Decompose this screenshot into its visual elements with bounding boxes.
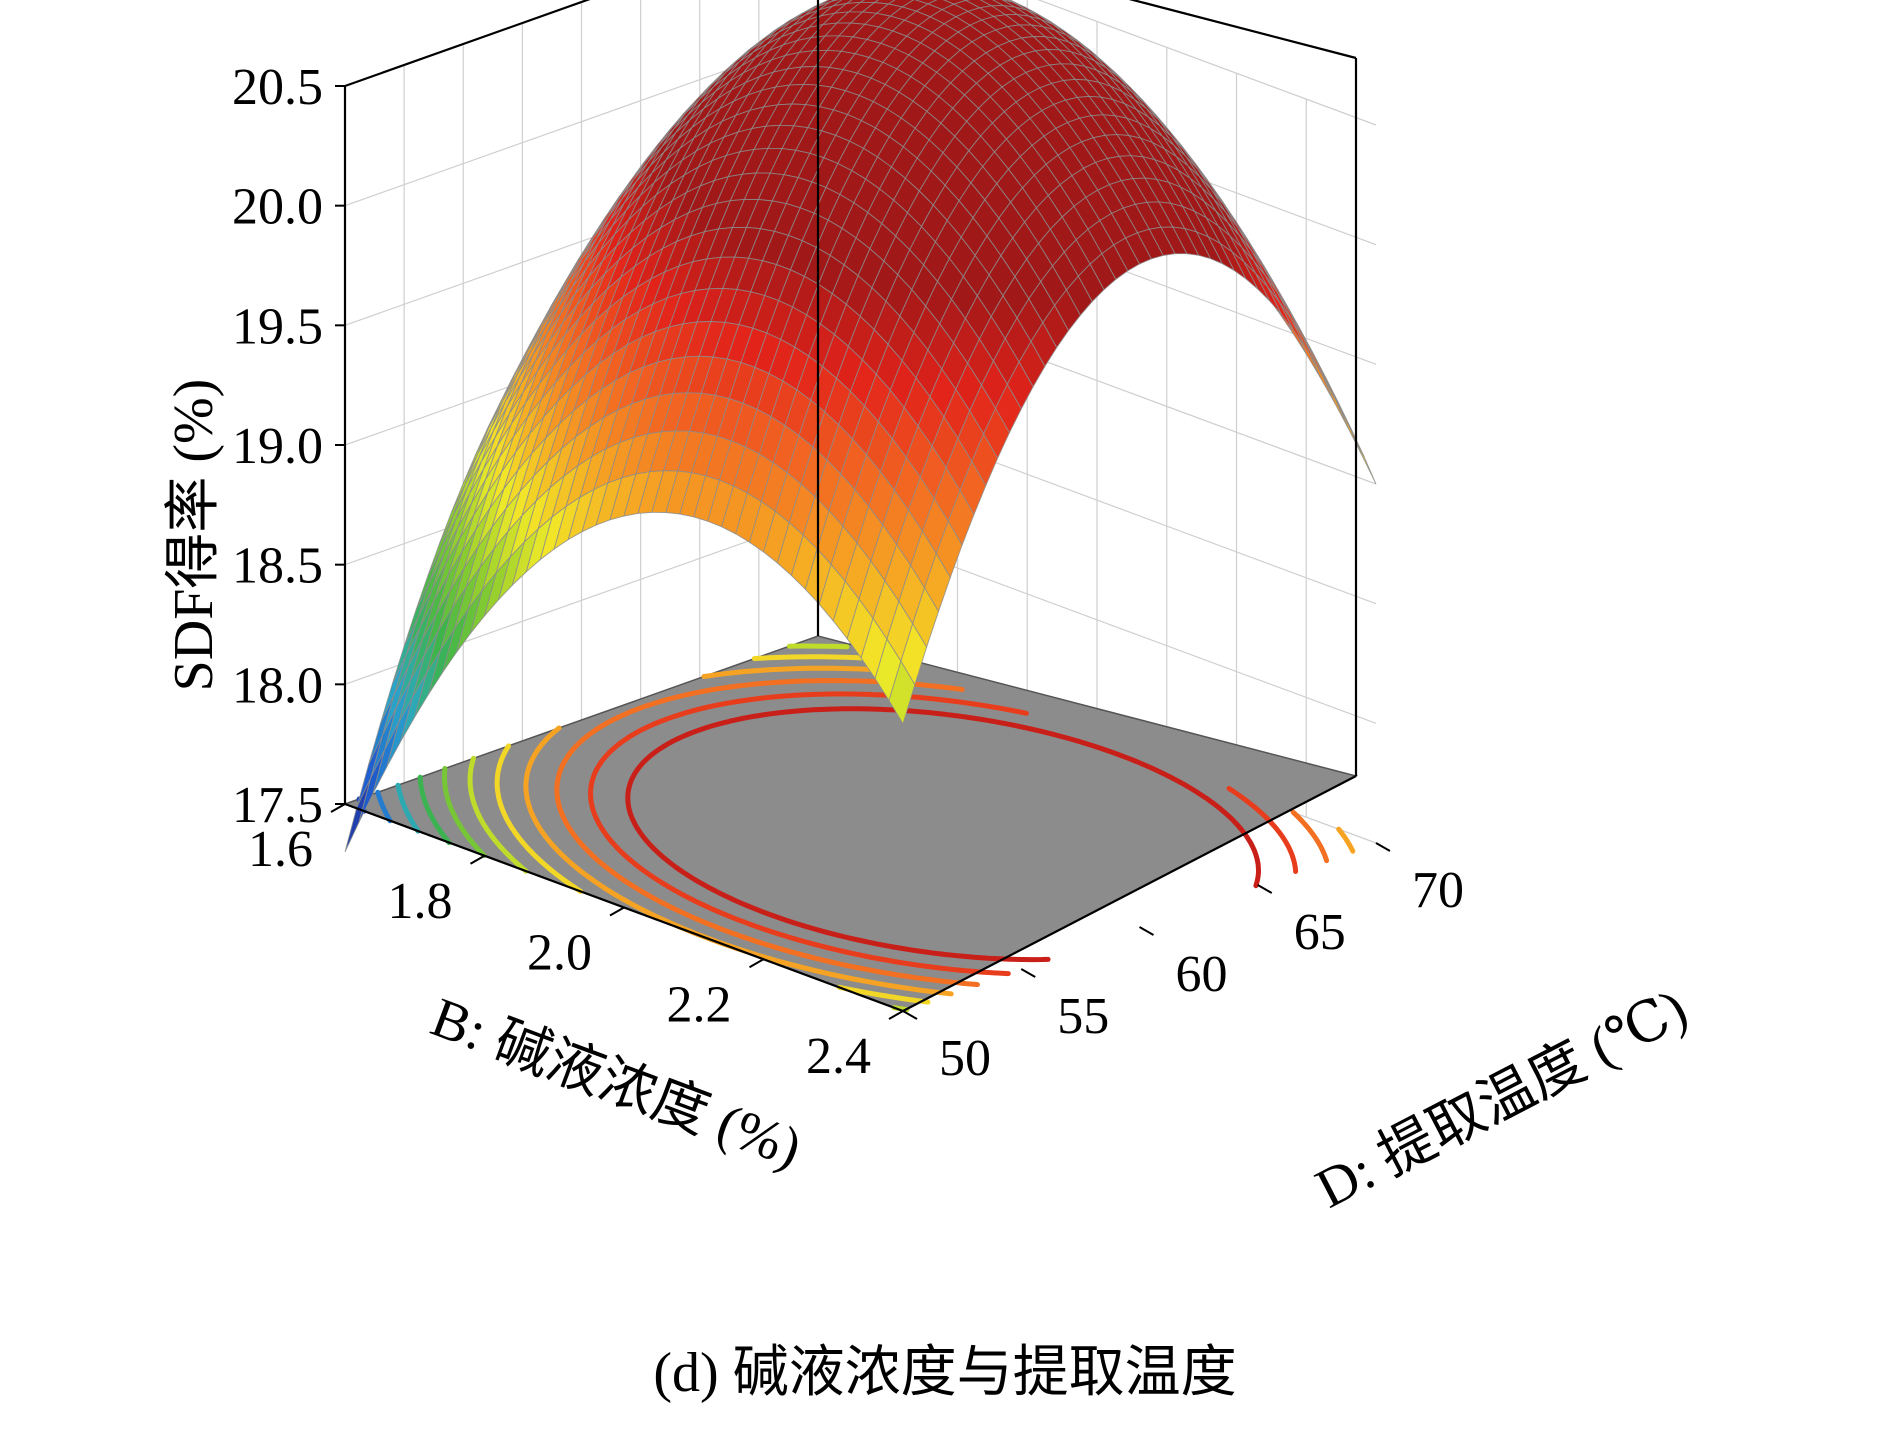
z-tick-label: 19.5 xyxy=(232,298,323,355)
response-surface xyxy=(344,0,1377,853)
y-tick-label: 70 xyxy=(1412,862,1464,919)
tick-labels: 17.5 18.0 18.5 19.0 19.5 20.0 20.5 1.6 1.8 2.0 2.2… xyxy=(232,59,1464,1087)
y-tick-label: 50 xyxy=(939,1030,991,1087)
contour-line xyxy=(625,706,1261,963)
top-edges xyxy=(344,0,1357,88)
x-tick xyxy=(609,906,625,917)
z-tick-label: 20.5 xyxy=(232,59,323,116)
contour-line xyxy=(395,782,421,834)
z-tick-label: 19.0 xyxy=(232,418,323,475)
x-tick-label: 1.8 xyxy=(388,873,453,930)
y-axis-line xyxy=(902,775,1357,1012)
y-tick xyxy=(1020,968,1036,978)
figure-caption: (d) 碱液浓度与提取温度 xyxy=(653,1342,1237,1404)
contour-line xyxy=(442,766,487,859)
z-tick-label: 18.0 xyxy=(232,657,323,714)
x-tick xyxy=(888,1010,904,1020)
y-tick xyxy=(1139,926,1154,936)
x-tick-label: 2.0 xyxy=(527,925,592,982)
z-axis-title: SDF得率 (%) xyxy=(163,379,225,692)
y-tick-label: 65 xyxy=(1294,904,1346,961)
x-axis-title: B: 碱液浓度 (%) xyxy=(423,986,809,1180)
x-tick-label: 1.6 xyxy=(248,821,313,878)
y-tick-label: 60 xyxy=(1176,946,1228,1003)
y-axis-title: D: 提取温度 (℃) xyxy=(1306,978,1697,1221)
y-tick-label: 55 xyxy=(1057,988,1109,1045)
x-tick xyxy=(749,958,764,969)
surface-cell xyxy=(888,660,916,725)
z-tick-label: 17.5 xyxy=(232,777,323,834)
z-tick-label: 18.5 xyxy=(232,538,323,595)
x-tick xyxy=(470,854,485,865)
x-tick-label: 2.4 xyxy=(806,1028,871,1085)
contour-line xyxy=(494,654,931,1005)
y-tick xyxy=(1257,884,1273,894)
x-tick-label: 2.2 xyxy=(667,976,732,1033)
x-tick xyxy=(330,803,346,813)
contour-line xyxy=(417,774,452,846)
y-tick xyxy=(902,1010,918,1020)
contour-line xyxy=(375,789,393,824)
y-tick xyxy=(1375,842,1391,852)
contour-line xyxy=(467,643,910,1013)
contour-line xyxy=(523,665,1356,997)
z-tick-label: 20.0 xyxy=(232,179,323,236)
